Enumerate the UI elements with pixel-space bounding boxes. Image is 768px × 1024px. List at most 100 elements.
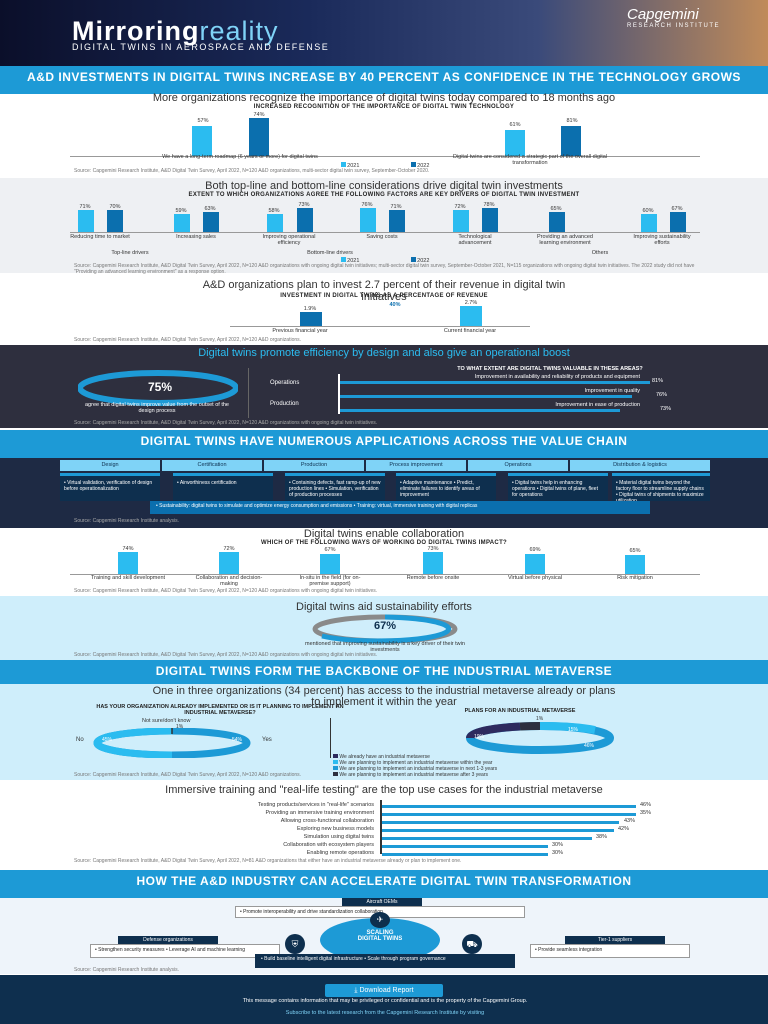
metaverse-legend: We already have an industrial metaverse … — [333, 754, 713, 778]
bar-2022 — [389, 210, 405, 232]
category-label: We have a long-term roadmap (6 years or … — [162, 154, 318, 160]
bar-category: Improvement in availability and reliabil… — [474, 374, 640, 380]
bar-label: 65% — [629, 548, 641, 554]
download-label: Download Report — [359, 987, 414, 994]
value-slice: 15% — [568, 727, 579, 733]
source-note: Source: Capgemini Research Institute, A&… — [74, 263, 695, 275]
s6-chart: 74% 72% 67% 73% 69% 65% Training and ski… — [0, 546, 768, 592]
value-no: 45% — [102, 737, 113, 743]
bar-current-year — [460, 306, 482, 326]
bar-2022 — [249, 118, 269, 156]
value-slice: 19% — [474, 734, 485, 740]
bar-availability — [340, 381, 650, 384]
category-label: Remote before onsite — [406, 575, 460, 581]
bar-2021 — [78, 210, 94, 232]
s2-title: Both top-line and bottom-line considerat… — [205, 180, 563, 192]
legend-not-sure: Not sure/don't know — [142, 718, 191, 724]
bar-category: Providing an immersive training environm… — [265, 810, 374, 816]
legend-item: We are planning to implement an industri… — [333, 766, 713, 772]
value-slice: 46% — [584, 743, 595, 749]
cart-icon: ⛟ — [462, 934, 482, 954]
s8-right-title: PLANS FOR AN INDUSTRIAL METAVERSE — [464, 708, 576, 714]
s2-background — [0, 178, 768, 273]
bar-label: 81% — [652, 378, 664, 384]
bar-label: 46% — [640, 802, 652, 808]
bar-2021 — [360, 208, 376, 232]
bar-category: Collaboration with ecosystem players — [283, 842, 374, 848]
category-label: Training and skill development — [90, 575, 166, 581]
source-note: Source: Capgemini Research Institute, A&… — [74, 168, 430, 174]
donut-caption: mentioned that improving sustainability … — [305, 641, 465, 653]
legend-2021: 2021 — [330, 257, 370, 264]
category-label: Saving costs — [366, 234, 398, 240]
stage-operations: Operations — [468, 460, 568, 471]
section-band-applications: DIGITAL TWINS HAVE NUMEROUS APPLICATIONS… — [0, 430, 768, 458]
download-icon: ⤓ — [354, 987, 358, 994]
bar-label: 35% — [640, 810, 652, 816]
value-yes: 54% — [232, 737, 243, 743]
s8-left-title: HAS YOUR ORGANIZATION ALREADY IMPLEMENTE… — [96, 704, 344, 716]
bar — [382, 845, 548, 848]
s7-title: Digital twins aid sustainability efforts — [296, 601, 472, 613]
disclaimer: This message contains information that m… — [242, 998, 528, 1004]
category-label: Improving operational efficiency — [262, 234, 316, 246]
value-not-sure: 1% — [176, 724, 184, 730]
legend-item: We are planning to implement an industri… — [333, 760, 713, 766]
bar-label: 59% — [175, 208, 187, 214]
category-label: Improving sustainability efforts — [633, 234, 691, 246]
s3-title: A&D organizations plan to invest 2.7 per… — [202, 279, 566, 303]
stage-distribution: Distribution & logistics — [570, 460, 710, 471]
bar-ease-production — [340, 409, 620, 412]
download-report-button[interactable]: ⤓ Download Report — [325, 984, 443, 997]
legend-2021: 2021 — [330, 162, 370, 169]
stage-card: • Material digital twins beyond the fact… — [612, 473, 710, 504]
donut-value: 75% — [147, 380, 173, 394]
subscribe-link[interactable]: Subscribe to the latest research from th… — [285, 1010, 485, 1016]
section-band-metaverse: DIGITAL TWINS FORM THE BACKBONE OF THE I… — [0, 660, 768, 684]
category-label: Reducing time to market — [70, 234, 130, 240]
s1-subtitle: INCREASED RECOGNITION OF THE IMPORTANCE … — [253, 104, 515, 110]
group-label: Bottom-line drivers — [307, 250, 353, 256]
s3-chart: 1.9% 2.7% 40% Previous financial year Cu… — [0, 300, 768, 340]
bar-label: 2.7% — [464, 300, 478, 306]
stage-design: Design — [60, 460, 160, 471]
bar — [382, 821, 619, 824]
bar-label: 67% — [324, 547, 336, 553]
tier1-actions: • Provide seamless integration — [530, 944, 690, 958]
bar — [423, 552, 443, 574]
bar-2021 — [174, 214, 190, 232]
s9-chart: Testing products/services in "real-life"… — [0, 800, 768, 856]
bar-label: 73% — [660, 406, 672, 412]
s8-title: One in three organizations (34 percent) … — [152, 685, 616, 708]
s4-right-title: TO WHAT EXTENT ARE DIGITAL TWINS VALUABL… — [457, 366, 643, 372]
bar-2022 — [670, 212, 686, 232]
section-band-investments: A&D INVESTMENTS IN DIGITAL TWINS INCREAS… — [0, 66, 768, 94]
group-label: Top-line drivers — [111, 250, 149, 256]
bar-label: 76% — [361, 202, 373, 208]
report-title: Mirroringreality — [72, 16, 279, 46]
legend-item: We already have an industrial metaverse — [333, 754, 713, 760]
stage-certification: Certification — [162, 460, 262, 471]
source-note: Source: Capgemini Research Institute, A&… — [74, 337, 302, 343]
bar-label: 30% — [552, 850, 564, 856]
donut-75 — [78, 370, 238, 406]
bar-label: 78% — [483, 202, 495, 208]
bar-2021 — [641, 214, 657, 232]
source-note: Source: Capgemini Research Institute, A&… — [74, 858, 462, 864]
donut-caption: agree that digital twins improve value f… — [85, 402, 229, 414]
legend-2022: 2022 — [400, 162, 440, 169]
category-label: In-situ in the field (for on-premise sup… — [299, 575, 361, 587]
bar-label: 81% — [566, 118, 578, 124]
bar-category: Enabling remote operations — [306, 850, 374, 856]
bar-quality — [340, 395, 632, 398]
bar-label: 70% — [109, 204, 121, 210]
category-label: Providing an advanced learning environme… — [537, 234, 593, 246]
source-note: Source: Capgemini Research Institute, A&… — [74, 652, 378, 658]
bar-label: 65% — [550, 206, 562, 212]
bar-label: 61% — [509, 122, 521, 128]
s9-title: Immersive training and "real-life testin… — [165, 784, 603, 796]
report-subtitle: DIGITAL TWINS IN AEROSPACE AND DEFENSE — [72, 42, 330, 52]
bar-label: 74% — [253, 112, 265, 118]
bar-category: Exploring new business models — [296, 826, 374, 832]
bar-label: 71% — [79, 204, 91, 210]
